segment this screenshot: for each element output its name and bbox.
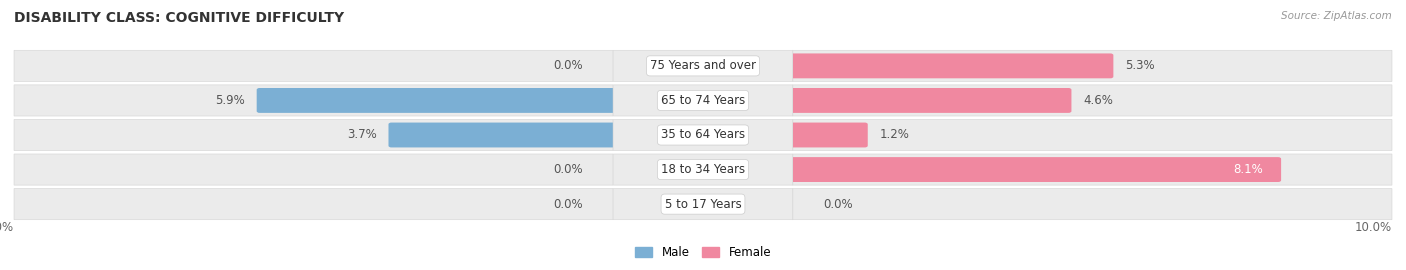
FancyBboxPatch shape: [14, 85, 613, 116]
Text: 10.0%: 10.0%: [0, 221, 14, 234]
Text: DISABILITY CLASS: COGNITIVE DIFFICULTY: DISABILITY CLASS: COGNITIVE DIFFICULTY: [14, 11, 344, 25]
Text: 5.9%: 5.9%: [215, 94, 245, 107]
FancyBboxPatch shape: [790, 157, 1281, 182]
Text: 4.6%: 4.6%: [1084, 94, 1114, 107]
FancyBboxPatch shape: [793, 85, 1392, 116]
Text: 0.0%: 0.0%: [554, 163, 583, 176]
Text: 18 to 34 Years: 18 to 34 Years: [661, 163, 745, 176]
Text: 75 Years and over: 75 Years and over: [650, 59, 756, 72]
FancyBboxPatch shape: [14, 119, 613, 151]
Text: 0.0%: 0.0%: [823, 198, 852, 211]
FancyBboxPatch shape: [388, 123, 616, 147]
Legend: Male, Female: Male, Female: [630, 242, 776, 264]
FancyBboxPatch shape: [613, 85, 793, 116]
FancyBboxPatch shape: [14, 50, 613, 82]
Text: 65 to 74 Years: 65 to 74 Years: [661, 94, 745, 107]
FancyBboxPatch shape: [793, 188, 1392, 220]
FancyBboxPatch shape: [14, 188, 613, 220]
FancyBboxPatch shape: [790, 123, 868, 147]
Text: 10.0%: 10.0%: [1355, 221, 1392, 234]
Text: 3.7%: 3.7%: [347, 129, 377, 141]
Text: Source: ZipAtlas.com: Source: ZipAtlas.com: [1281, 11, 1392, 21]
FancyBboxPatch shape: [790, 88, 1071, 113]
Text: 1.2%: 1.2%: [880, 129, 910, 141]
FancyBboxPatch shape: [613, 119, 793, 151]
Text: 0.0%: 0.0%: [554, 59, 583, 72]
FancyBboxPatch shape: [793, 119, 1392, 151]
Text: 35 to 64 Years: 35 to 64 Years: [661, 129, 745, 141]
Text: 5 to 17 Years: 5 to 17 Years: [665, 198, 741, 211]
FancyBboxPatch shape: [790, 53, 1114, 78]
Text: 5.3%: 5.3%: [1125, 59, 1154, 72]
FancyBboxPatch shape: [257, 88, 616, 113]
FancyBboxPatch shape: [793, 50, 1392, 82]
FancyBboxPatch shape: [14, 154, 613, 185]
Text: 8.1%: 8.1%: [1233, 163, 1263, 176]
FancyBboxPatch shape: [613, 188, 793, 220]
FancyBboxPatch shape: [613, 50, 793, 82]
FancyBboxPatch shape: [613, 154, 793, 185]
FancyBboxPatch shape: [793, 154, 1392, 185]
Text: 0.0%: 0.0%: [554, 198, 583, 211]
